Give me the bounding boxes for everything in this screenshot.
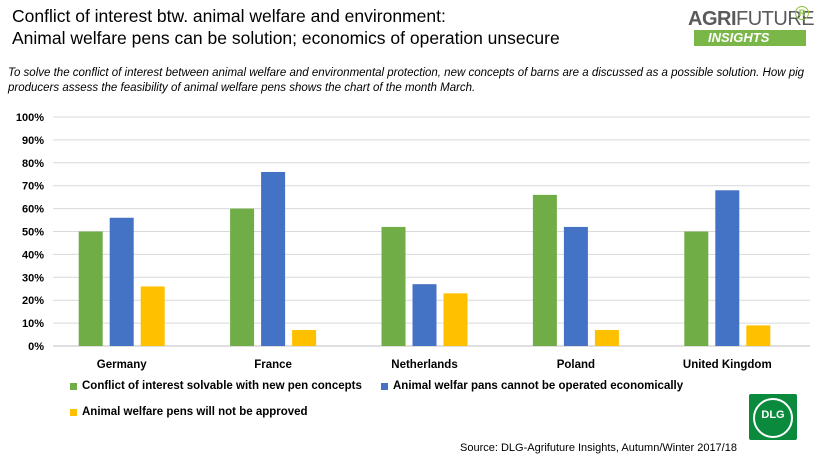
y-tick-label: 20% <box>22 295 44 307</box>
agrifuture-logo: AGRIFUTURE R INSIGHTS <box>688 6 815 48</box>
bar-netherlands-series-3 <box>443 293 468 346</box>
legend-item-uneconomic: Animal welfar pans cannot be operated ec… <box>381 380 683 392</box>
y-tick-label: 80% <box>22 158 44 170</box>
bar-united-kingdom-series-3 <box>746 325 771 346</box>
bar-chart: 0% 10% 20% 30% 40% 50% 60% 70% 80% 90% 100% German… <box>16 112 810 371</box>
bar-germany-series-1 <box>78 231 103 346</box>
chart-title: Conflict of interest btw. animal welfare… <box>12 5 560 49</box>
title-line-1: Conflict of interest btw. animal welfare… <box>12 6 446 26</box>
bar-poland-series-2 <box>563 226 588 346</box>
dlg-logo-text: DLG <box>761 409 785 421</box>
y-tick-label: 30% <box>22 272 44 284</box>
logo-insights: INSIGHTS <box>694 30 806 46</box>
x-tick-label: Netherlands <box>391 359 457 371</box>
y-axis-ticks: 0% 10% 20% 30% 40% 50% 60% 70% 80% 90% 100% <box>16 112 44 353</box>
logo-agri: AGRI <box>688 8 737 30</box>
legend-item-solvable: Conflict of interest solvable with new p… <box>70 380 362 392</box>
bars <box>78 171 771 346</box>
bar-france-series-2 <box>261 171 286 346</box>
legend-label-uneconomic: Animal welfar pans cannot be operated ec… <box>393 380 684 392</box>
bar-netherlands-series-1 <box>381 226 406 346</box>
legend-swatch-green <box>70 382 77 390</box>
bar-poland-series-1 <box>532 194 557 346</box>
chart-subtitle: To solve the conflict of interest betwee… <box>8 67 805 94</box>
y-tick-label: 40% <box>22 249 44 261</box>
legend-swatch-blue <box>381 382 388 390</box>
title-line-2: Animal welfare pens can be solution; eco… <box>12 28 560 48</box>
y-tick-label: 100% <box>16 112 44 124</box>
dlg-logo: DLG <box>749 394 797 440</box>
bar-germany-series-2 <box>109 217 134 346</box>
x-tick-label: Poland <box>557 359 595 371</box>
logo-agri-text: AGRIFUTURE <box>688 8 815 31</box>
y-tick-label: 10% <box>22 318 44 330</box>
source-note: Source: DLG-Agrifuture Insights, Autumn/… <box>460 442 737 454</box>
x-tick-label: Germany <box>97 359 147 371</box>
x-tick-label: United Kingdom <box>683 359 772 371</box>
bar-poland-series-3 <box>594 329 619 346</box>
legend-item-not-approved: Animal welfare pens will not be approved <box>70 406 308 418</box>
x-tick-label: France <box>254 359 292 371</box>
bar-germany-series-3 <box>140 286 165 346</box>
bar-france-series-1 <box>230 208 255 346</box>
legend-label-not-approved: Animal welfare pens will not be approved <box>82 406 308 418</box>
y-tick-label: 70% <box>22 181 44 193</box>
bar-netherlands-series-2 <box>412 284 437 346</box>
bar-united-kingdom-series-1 <box>684 231 709 346</box>
bar-united-kingdom-series-2 <box>715 190 740 346</box>
dlg-ring-icon <box>753 398 793 438</box>
y-tick-label: 90% <box>22 135 44 147</box>
registered-mark-icon: R <box>795 6 809 20</box>
y-tick-label: 0% <box>28 341 44 353</box>
logo-future: FUTURE <box>736 8 815 30</box>
x-axis-labels: Germany France Netherlands Poland United Kin… <box>97 359 772 371</box>
y-tick-label: 50% <box>22 227 44 239</box>
gridlines <box>53 116 810 347</box>
y-tick-label: 60% <box>22 204 44 216</box>
bar-france-series-3 <box>292 329 317 346</box>
legend-swatch-yellow <box>70 408 77 416</box>
legend-label-solvable: Conflict of interest solvable with new p… <box>82 380 362 392</box>
